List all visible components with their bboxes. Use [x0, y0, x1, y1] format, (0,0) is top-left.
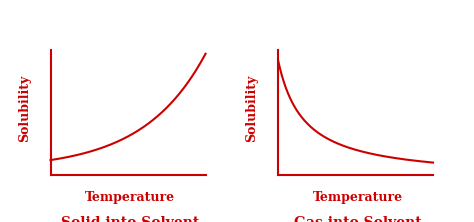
Text: Temperature: Temperature — [85, 191, 175, 204]
Text: Solid into Solvent: Solid into Solvent — [61, 216, 200, 222]
Text: Gas into Solvent: Gas into Solvent — [294, 216, 422, 222]
Text: Solubility: Solubility — [18, 75, 31, 142]
Text: Temperature: Temperature — [313, 191, 403, 204]
Text: Solubility: Solubility — [245, 75, 258, 142]
